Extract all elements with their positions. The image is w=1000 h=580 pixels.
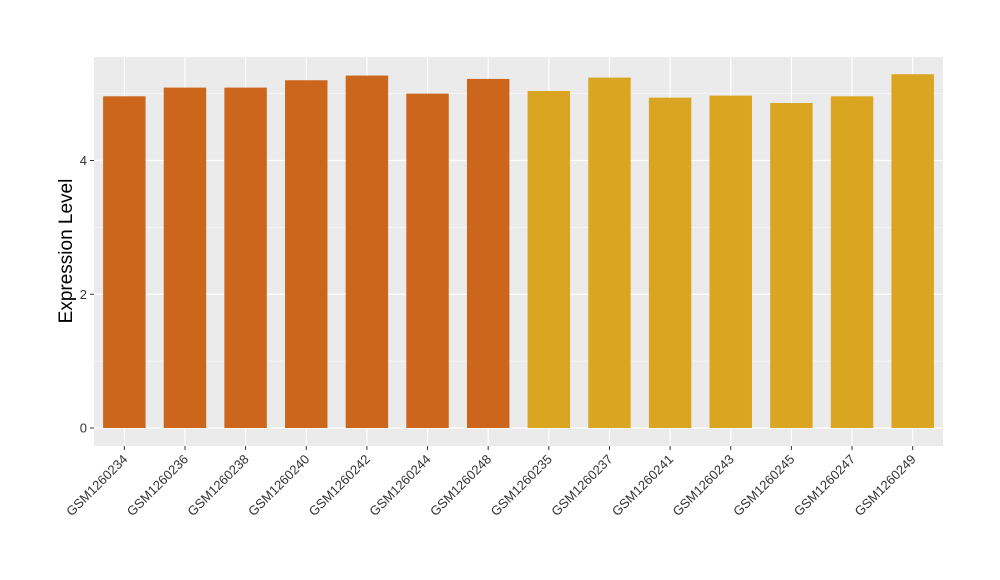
bar-GSM1260236 xyxy=(163,87,207,428)
bar-GSM1260240 xyxy=(285,80,328,428)
y-axis: 0 2 4 xyxy=(80,153,94,436)
bar-GSM1260241 xyxy=(648,97,692,428)
bars-group xyxy=(103,74,934,429)
y-tick-label: 4 xyxy=(80,153,87,168)
bar-GSM1260248 xyxy=(466,78,510,428)
x-tick-label: GSM1260245 xyxy=(730,452,797,519)
bar-GSM1260235 xyxy=(527,90,571,428)
x-tick-label: GSM1260234 xyxy=(63,452,130,519)
x-tick-label: GSM1260247 xyxy=(791,452,858,519)
bar-GSM1260244 xyxy=(406,93,449,428)
x-tick-label: GSM1260248 xyxy=(427,452,494,519)
bar-GSM1260242 xyxy=(345,75,389,428)
bar-GSM1260247 xyxy=(830,96,874,429)
x-tick-label: GSM1260241 xyxy=(609,452,676,519)
y-axis-title: Expression Level xyxy=(56,179,77,324)
y-tick-label: 2 xyxy=(80,287,87,302)
y-tick-label: 0 xyxy=(80,421,87,436)
bar-GSM1260245 xyxy=(770,102,813,429)
x-tick-label: GSM1260237 xyxy=(548,452,615,519)
plot-panel xyxy=(94,57,943,446)
x-axis: GSM1260234GSM1260236GSM1260238GSM1260240… xyxy=(63,446,919,519)
x-tick-label: GSM1260249 xyxy=(851,452,918,519)
bar-GSM1260249 xyxy=(891,74,934,428)
bar-GSM1260243 xyxy=(709,95,752,428)
x-tick-label: GSM1260236 xyxy=(124,452,191,519)
bar-GSM1260238 xyxy=(224,87,267,428)
x-tick-label: GSM1260242 xyxy=(306,452,373,519)
x-tick-label: GSM1260235 xyxy=(488,452,555,519)
bar-GSM1260237 xyxy=(588,77,631,428)
x-tick-label: GSM1260243 xyxy=(670,452,737,519)
bar-GSM1260234 xyxy=(103,96,146,429)
x-tick-label: GSM1260238 xyxy=(184,452,251,519)
x-tick-label: GSM1260240 xyxy=(245,452,312,519)
x-tick-label: GSM1260244 xyxy=(366,452,433,519)
